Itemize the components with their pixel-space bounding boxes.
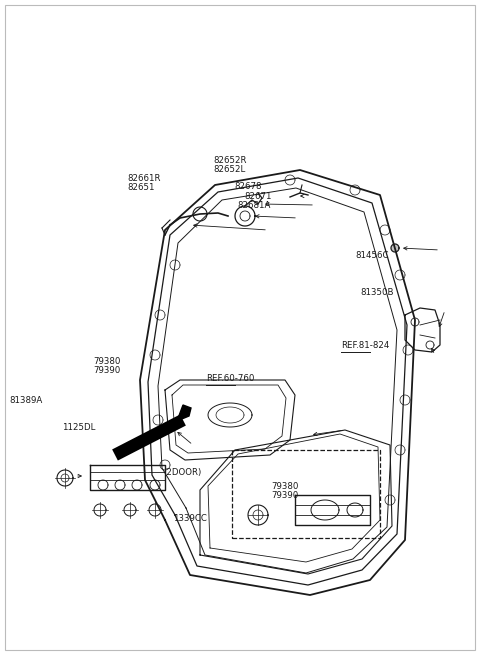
Text: 81456C: 81456C [355,251,389,260]
Text: 79390: 79390 [271,491,299,500]
Text: 81350B: 81350B [360,288,394,297]
Text: 82652R: 82652R [214,156,247,165]
Text: 82651: 82651 [127,183,155,192]
Bar [232,450,380,538]
Text: 82681A: 82681A [238,201,271,210]
Text: 81389A: 81389A [10,396,43,405]
Text: 82678: 82678 [234,182,262,191]
Polygon shape [391,244,399,252]
Text: 79390: 79390 [94,366,121,375]
Text: 79380: 79380 [94,357,121,366]
Text: REF.81-824: REF.81-824 [341,341,389,350]
Text: 1339CC: 1339CC [173,514,207,523]
Text: 82652L: 82652L [214,165,246,174]
Text: REF.60-760: REF.60-760 [206,374,255,383]
Text: (2DOOR): (2DOOR) [163,468,202,477]
Text: 82671: 82671 [245,192,272,201]
Text: 79380: 79380 [271,481,299,491]
Text: 1125DL: 1125DL [62,423,96,432]
Polygon shape [177,405,191,421]
Text: 82661R: 82661R [127,174,161,183]
